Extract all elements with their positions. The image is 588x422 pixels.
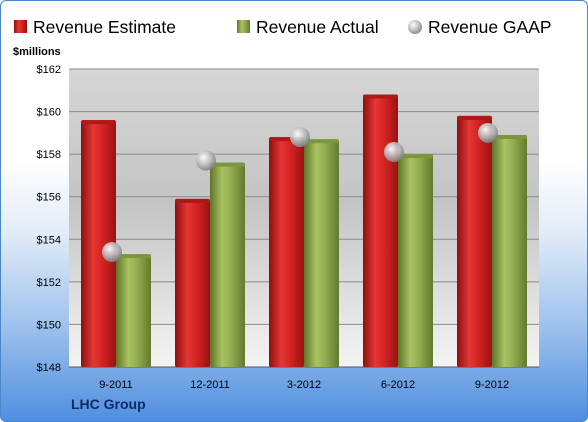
bar-cap xyxy=(81,120,116,125)
gaap-marker xyxy=(102,242,122,263)
legend-swatch-actual xyxy=(237,20,250,33)
actual-bar xyxy=(304,139,339,367)
y-tick-label: $162 xyxy=(37,64,61,76)
bar-cap xyxy=(304,139,339,144)
x-tick-label: 9-2012 xyxy=(475,379,509,391)
estimate-bar xyxy=(81,120,116,367)
bar-cap xyxy=(457,115,492,120)
y-tick-label: $148 xyxy=(37,362,61,374)
bar-cap xyxy=(210,162,245,167)
actual-bar xyxy=(398,154,433,367)
gaap-marker xyxy=(478,122,498,143)
x-tick-label: 3-2012 xyxy=(287,379,321,391)
y-tick-label: $158 xyxy=(37,149,61,161)
estimate-bar xyxy=(363,94,398,368)
legend-label: Revenue Actual xyxy=(256,17,379,37)
bar-cap xyxy=(492,134,527,139)
bar-cap xyxy=(116,254,151,259)
actual-bar xyxy=(492,134,527,367)
estimate-bar xyxy=(175,198,210,367)
actual-bar xyxy=(116,254,151,367)
actual-bar xyxy=(210,162,245,367)
estimate-bar xyxy=(269,137,304,367)
legend-swatch-gaap xyxy=(408,20,422,34)
x-tick-label: 12-2011 xyxy=(190,379,230,391)
y-axis: $162 $160 $158 $156 $154 $152 $150 $148 xyxy=(37,64,61,374)
bar-cap xyxy=(363,94,398,99)
y-tick-label: $156 xyxy=(37,192,61,204)
bar-cap xyxy=(398,154,433,159)
x-tick-label: 6-2012 xyxy=(381,379,415,391)
y-unit-label: $millions xyxy=(13,46,61,58)
gaap-marker xyxy=(290,127,310,148)
x-tick-label: 9-2011 xyxy=(99,379,132,391)
estimate-bar xyxy=(457,115,492,367)
bar-cap xyxy=(175,198,210,203)
y-tick-label: $150 xyxy=(37,319,61,331)
legend-label: Revenue Estimate xyxy=(33,17,176,37)
legend-swatch-estimate xyxy=(14,20,27,33)
y-tick-label: $154 xyxy=(37,234,61,246)
x-axis: 9-2011 12-2011 3-2012 6-2012 9-2012 xyxy=(99,379,509,391)
gaap-marker xyxy=(196,150,216,171)
legend-label: Revenue GAAP xyxy=(428,17,552,37)
legend: Revenue Estimate Revenue Actual Revenue GA… xyxy=(14,17,552,37)
company-label: LHC Group xyxy=(71,396,146,412)
y-tick-label: $152 xyxy=(37,277,61,289)
gaap-marker xyxy=(384,142,404,163)
y-tick-label: $160 xyxy=(37,107,61,119)
bars xyxy=(81,94,527,368)
gaap-markers xyxy=(102,122,498,263)
